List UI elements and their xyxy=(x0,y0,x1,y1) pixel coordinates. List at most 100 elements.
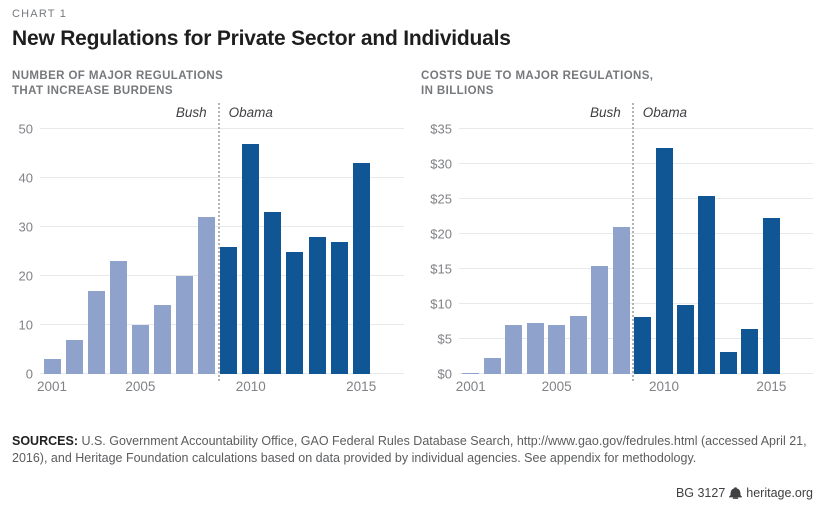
gridline xyxy=(459,198,813,199)
bar-2006 xyxy=(153,305,171,374)
gridline xyxy=(459,128,813,129)
x-tick-label: 2010 xyxy=(648,379,680,394)
bar-slot xyxy=(151,129,173,374)
chart-subtitle: NUMBER OF MAJOR REGULATIONS THAT INCREAS… xyxy=(12,70,224,97)
bar-slot xyxy=(696,129,717,374)
report-credit: BG 3127 heritage.org xyxy=(676,486,813,500)
bar-2013 xyxy=(719,352,737,374)
bar-2012 xyxy=(286,251,304,374)
y-tick-label: 30 xyxy=(18,219,33,235)
bars-region: Bush Obama 2001 2005 2010 2015 xyxy=(37,103,376,394)
y-tick-label: 40 xyxy=(18,170,33,186)
bar-2014 xyxy=(330,241,348,374)
bar-slot xyxy=(218,129,240,374)
x-tick-label: 2015 xyxy=(756,379,787,394)
gridline xyxy=(40,177,404,178)
gridline xyxy=(459,268,813,269)
bar-slot xyxy=(675,129,696,374)
bar-2015 xyxy=(762,217,780,374)
y-axis-labels: 0 10 20 30 40 50 xyxy=(12,122,40,382)
charts-row: NUMBER OF MAJOR REGULATIONS THAT INCREAS… xyxy=(12,69,813,394)
bar-slot xyxy=(653,129,674,374)
bar-2008 xyxy=(612,227,630,374)
bar-slot xyxy=(262,129,284,374)
bar-slot xyxy=(63,129,85,374)
chart-subtitle: COSTS DUE TO MAJOR REGULATIONS, IN BILLI… xyxy=(421,70,654,97)
y-tick-label: $15 xyxy=(430,261,452,277)
y-tick-label: $20 xyxy=(430,226,452,242)
bar-slot xyxy=(284,129,306,374)
bar-2012 xyxy=(698,196,716,374)
y-tick-label: $35 xyxy=(430,121,452,137)
y-tick-label: $10 xyxy=(430,296,452,312)
y-tick-label: 20 xyxy=(18,268,33,284)
bar-slot xyxy=(761,129,782,374)
bar-2010 xyxy=(655,147,673,374)
regulations-count-chart: NUMBER OF MAJOR REGULATIONS THAT INCREAS… xyxy=(12,69,404,394)
gridline xyxy=(459,303,813,304)
bar-2006 xyxy=(569,315,587,374)
y-tick-label: 50 xyxy=(18,121,33,137)
y-axis-labels: $0 $5 $10 $15 $20 $25 $30 $35 xyxy=(421,122,459,382)
gridline xyxy=(40,128,404,129)
sources-text: U.S. Government Accountability Office, G… xyxy=(12,434,807,465)
bar-slot xyxy=(503,129,524,374)
bar-slot xyxy=(524,129,545,374)
sources-note: SOURCES: U.S. Government Accountability … xyxy=(12,433,813,467)
x-tick-label: 2010 xyxy=(235,379,266,394)
x-tick-label: 2005 xyxy=(541,379,572,394)
site-link: heritage.org xyxy=(746,486,813,500)
gridline xyxy=(459,163,813,164)
bar-slot xyxy=(350,129,372,374)
bar-slot xyxy=(240,129,262,374)
bar-slot xyxy=(481,129,502,374)
bar-2003 xyxy=(87,290,105,374)
era-separator xyxy=(631,103,634,381)
bar-2002 xyxy=(65,339,83,374)
bar-2004 xyxy=(526,322,544,374)
bar-2005 xyxy=(131,325,149,374)
bar-slot xyxy=(546,129,567,374)
y-tick-label: 10 xyxy=(18,317,33,333)
era-label-obama: Obama xyxy=(228,105,273,120)
era-label-obama: Obama xyxy=(642,105,688,120)
x-tick-label: 2001 xyxy=(37,379,68,394)
regulations-cost-chart: COSTS DUE TO MAJOR REGULATIONS, IN BILLI… xyxy=(421,69,813,394)
chart-body: 0 10 20 30 40 50 Bush Obama 2001 2005 2010 2015 xyxy=(12,103,404,394)
era-label-bush: Bush xyxy=(175,105,207,120)
x-tick-label: 2005 xyxy=(125,379,156,394)
bar-slot xyxy=(718,129,739,374)
bars-region: Bush Obama 2001 2005 2010 2015 xyxy=(456,103,786,394)
bar-2008 xyxy=(198,217,216,374)
bar-2002 xyxy=(483,357,501,374)
bar-2015 xyxy=(352,163,370,374)
era-separator xyxy=(217,103,220,381)
footer: SOURCES: U.S. Government Accountability … xyxy=(12,433,813,500)
report-id: BG 3127 xyxy=(675,486,726,500)
x-tick-label: 2015 xyxy=(346,379,377,394)
bar-slot xyxy=(129,129,151,374)
bar-slot xyxy=(567,129,588,374)
bar-slot xyxy=(196,129,218,374)
bar-2001 xyxy=(43,359,61,374)
y-tick-label: $30 xyxy=(430,156,452,172)
gridline xyxy=(459,233,813,234)
x-tick-label: 2001 xyxy=(455,379,486,394)
bar-2013 xyxy=(308,236,326,374)
bar-slot xyxy=(85,129,107,374)
y-tick-label: 0 xyxy=(25,366,33,382)
bar-slot xyxy=(41,129,63,374)
bar-2011 xyxy=(264,212,282,374)
bar-2004 xyxy=(109,261,127,374)
heritage-bell-icon xyxy=(729,487,743,499)
bar-2005 xyxy=(548,325,566,374)
gridline xyxy=(40,226,404,227)
y-tick-label: $5 xyxy=(437,331,452,347)
bar-slot xyxy=(306,129,328,374)
bar-2014 xyxy=(741,328,759,374)
y-tick-label: $25 xyxy=(430,191,452,207)
bar-2009 xyxy=(634,317,652,374)
bar-slot xyxy=(173,129,195,374)
chart-body: $0 $5 $10 $15 $20 $25 $30 $35 Bush Obama 2001 2005… xyxy=(421,103,813,394)
bar-slot xyxy=(739,129,760,374)
